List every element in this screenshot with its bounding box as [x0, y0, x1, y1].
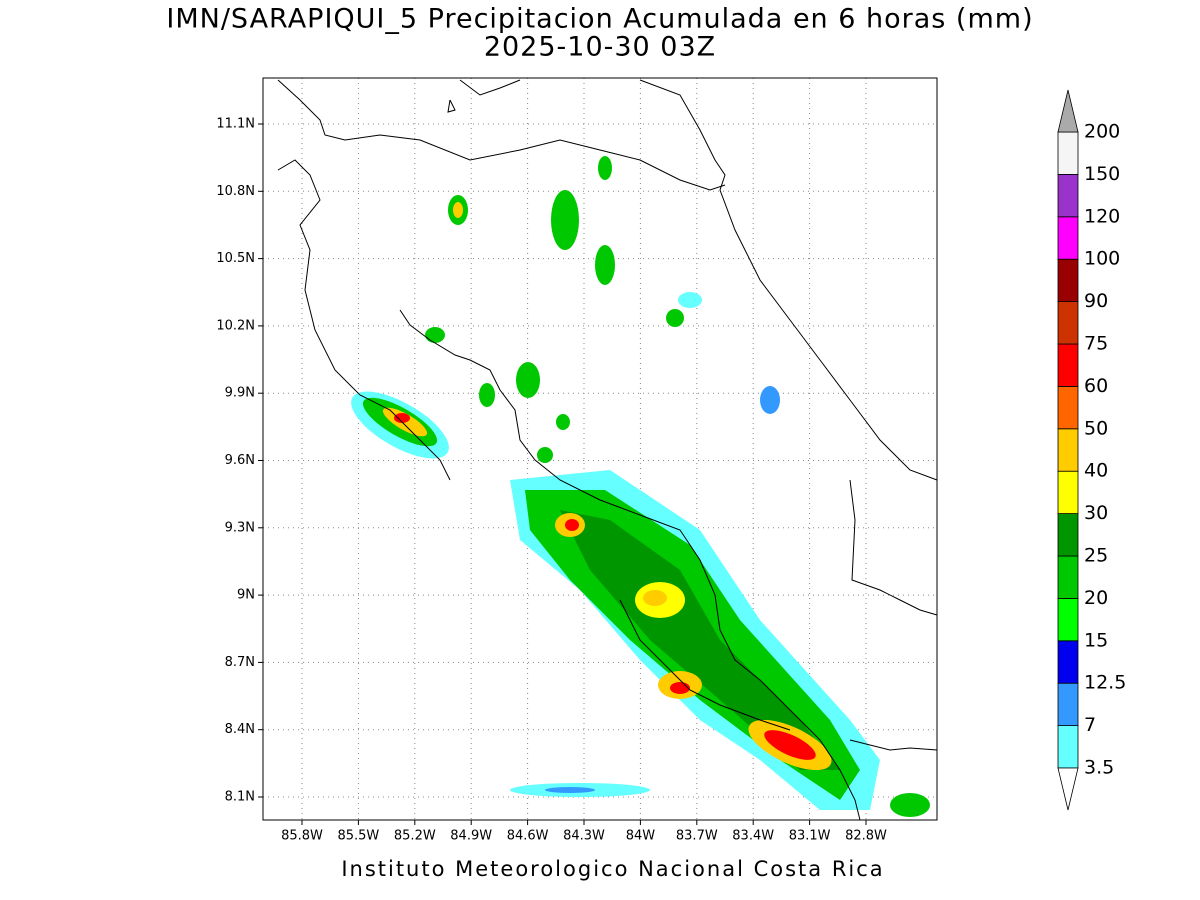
colorbar-label: 20 — [1084, 587, 1108, 609]
colorbar-box — [1057, 682, 1079, 727]
colorbar: 3.5 7 12.5 15 20 25 30 40 50 60 75 90 100 120 150 200 — [1057, 89, 1126, 811]
lon-label: 84.9W — [450, 829, 492, 844]
lat-label: 10.5N — [216, 251, 255, 266]
axis-labels: 85.8W 85.5W 85.2W 84.9W 84.6W 84.3W 84W 83.7W 83… — [216, 117, 887, 844]
lon-label: 85.2W — [394, 829, 436, 844]
map-frame — [262, 77, 938, 821]
colorbar-box — [1057, 301, 1079, 345]
subtitle: 2025-10-30 03Z — [484, 32, 716, 63]
precipitation — [351, 156, 930, 817]
lat-label: 9N — [237, 588, 255, 603]
lon-label: 84.3W — [563, 829, 605, 844]
coastlines — [277, 79, 938, 821]
title: IMN/SARAPIQUI_5 Precipitacion Acumulada … — [166, 4, 1033, 35]
lon-label: 82.8W — [845, 829, 887, 844]
lat-label: 9.9N — [225, 386, 255, 401]
lat-label: 10.2N — [216, 318, 255, 333]
colorbar-label: 75 — [1084, 333, 1108, 355]
colorbar-box — [1057, 385, 1079, 430]
colorbar-box — [1057, 555, 1079, 599]
colorbar-box — [1057, 640, 1079, 684]
lon-label: 83.7W — [676, 829, 718, 844]
colorbar-box — [1057, 428, 1079, 472]
colorbar-label: 25 — [1084, 545, 1108, 567]
colorbar-box — [1057, 470, 1079, 515]
footer: Instituto Meteorologico Nacional Costa R… — [341, 857, 884, 881]
colorbar-box — [1057, 173, 1079, 218]
colorbar-label: 100 — [1084, 248, 1120, 270]
lat-label: 9.6N — [225, 453, 255, 468]
lon-label: 84.6W — [507, 829, 549, 844]
lat-label: 8.4N — [225, 722, 255, 737]
colorbar-box — [1057, 598, 1079, 642]
colorbar-box — [1057, 725, 1079, 769]
colorbar-box — [1057, 258, 1079, 303]
colorbar-label: 150 — [1084, 163, 1120, 185]
colorbar-label: 15 — [1084, 629, 1108, 651]
lon-label: 84W — [626, 829, 656, 844]
colorbar-label: 200 — [1084, 121, 1120, 143]
colorbar-label: 3.5 — [1084, 757, 1114, 779]
colorbar-box — [1057, 343, 1079, 387]
lon-label: 85.8W — [281, 829, 323, 844]
lon-label: 85.5W — [337, 829, 379, 844]
colorbar-box — [1057, 131, 1079, 175]
lat-label: 9.3N — [225, 520, 255, 535]
colorbar-box — [1057, 513, 1079, 557]
colorbar-label: 40 — [1084, 460, 1108, 482]
colorbar-label: 12.5 — [1084, 672, 1126, 694]
colorbar-arrow-down — [1057, 767, 1079, 811]
colorbar-label: 120 — [1084, 205, 1120, 227]
colorbar-label: 90 — [1084, 290, 1108, 312]
lon-label: 83.1W — [789, 829, 831, 844]
lat-label: 11.1N — [216, 117, 255, 132]
lon-label: 83.4W — [732, 829, 774, 844]
colorbar-arrow-up — [1057, 89, 1079, 133]
colorbar-label: 7 — [1084, 714, 1096, 736]
lat-label: 8.7N — [225, 655, 255, 670]
lat-label: 10.8N — [216, 184, 255, 199]
colorbar-label: 50 — [1084, 417, 1108, 439]
colorbar-label: 30 — [1084, 502, 1108, 524]
colorbar-box — [1057, 216, 1079, 260]
colorbar-label: 60 — [1084, 375, 1108, 397]
lat-label: 8.1N — [225, 790, 255, 805]
